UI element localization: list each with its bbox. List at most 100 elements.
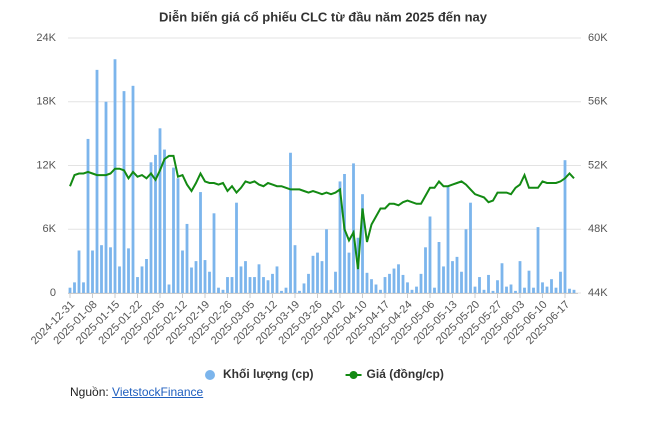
bar	[338, 181, 342, 293]
bar	[68, 287, 72, 293]
bar	[442, 266, 445, 293]
bar	[212, 213, 216, 293]
bar	[343, 174, 346, 293]
legend-marker	[349, 371, 358, 379]
bar	[316, 252, 319, 293]
bar	[514, 290, 517, 293]
bar	[284, 287, 288, 293]
bar	[86, 138, 90, 293]
chart-title: Diễn biến giá cổ phiếu CLC từ đầu năm 20…	[159, 9, 488, 24]
bar	[289, 152, 292, 293]
bar	[410, 289, 414, 293]
bar	[347, 252, 351, 293]
y2-tick-label: 44K	[588, 287, 608, 299]
bar	[433, 287, 436, 293]
bar	[383, 277, 387, 293]
bar	[190, 267, 193, 293]
bar	[446, 186, 450, 293]
bar	[230, 277, 234, 293]
bar	[311, 255, 315, 293]
price-line	[69, 154, 575, 270]
y-tick-label: 24K	[36, 32, 56, 44]
bar	[482, 289, 486, 293]
bar	[163, 149, 166, 293]
bar	[131, 85, 135, 293]
bar	[82, 282, 85, 293]
bar	[104, 101, 108, 293]
y-tick-label: 0	[50, 287, 56, 299]
bar	[554, 287, 558, 293]
bar	[307, 273, 310, 293]
bar	[217, 287, 220, 293]
bar	[158, 128, 162, 293]
bar	[293, 245, 297, 293]
bar	[73, 282, 76, 293]
bar	[194, 261, 198, 293]
bar	[451, 261, 454, 293]
bar	[167, 284, 171, 293]
source-link[interactable]: VietstockFinance	[112, 385, 204, 399]
bar	[478, 277, 481, 293]
bar	[361, 194, 364, 293]
bar	[428, 216, 432, 293]
bar	[559, 271, 562, 293]
bar	[424, 247, 427, 293]
bar	[91, 250, 94, 293]
bar	[374, 284, 378, 293]
bar	[226, 277, 229, 293]
bar	[127, 248, 130, 293]
bar	[100, 245, 103, 293]
bar	[541, 282, 544, 293]
y-tick-label: 6K	[43, 223, 57, 235]
y-tick-label: 18K	[36, 96, 56, 108]
bar	[518, 261, 522, 293]
bar	[253, 277, 256, 293]
bar	[262, 277, 265, 293]
bar	[545, 286, 549, 293]
bar	[460, 271, 463, 293]
bar	[172, 167, 175, 293]
bar	[527, 270, 531, 293]
bar	[181, 250, 184, 293]
bar	[329, 289, 333, 293]
bar	[185, 223, 189, 293]
bar	[113, 59, 117, 293]
y2-tick-label: 56K	[588, 96, 608, 108]
bar	[266, 280, 270, 293]
y2-tick-label: 48K	[588, 223, 608, 235]
bar	[140, 266, 144, 293]
legend-label: Giá (đồng/cp)	[367, 367, 444, 381]
bar	[388, 273, 391, 293]
bar	[397, 264, 400, 293]
bar	[491, 290, 495, 293]
bar	[302, 283, 306, 293]
source-prefix: Nguồn:	[70, 385, 109, 399]
bar	[500, 263, 504, 293]
y2-tick-label: 52K	[588, 159, 608, 171]
bar	[235, 202, 238, 293]
bar	[208, 271, 211, 293]
bar	[334, 271, 337, 293]
bar	[145, 259, 148, 293]
y-tick-label: 12K	[36, 159, 56, 171]
bar	[109, 247, 112, 293]
bar	[523, 287, 526, 293]
bar	[536, 227, 540, 293]
bar	[392, 268, 396, 293]
bar	[271, 273, 274, 293]
bar	[244, 261, 247, 293]
bar	[275, 266, 279, 293]
bar	[122, 91, 126, 293]
bar	[370, 279, 373, 293]
bar	[464, 229, 468, 293]
bar	[365, 272, 369, 293]
bar	[320, 261, 324, 293]
bar	[401, 274, 405, 293]
bar	[437, 242, 441, 293]
bar	[221, 289, 225, 293]
bar	[280, 290, 283, 293]
bar	[469, 202, 472, 293]
bar	[496, 280, 499, 293]
bar	[239, 266, 243, 293]
bar	[572, 289, 576, 293]
